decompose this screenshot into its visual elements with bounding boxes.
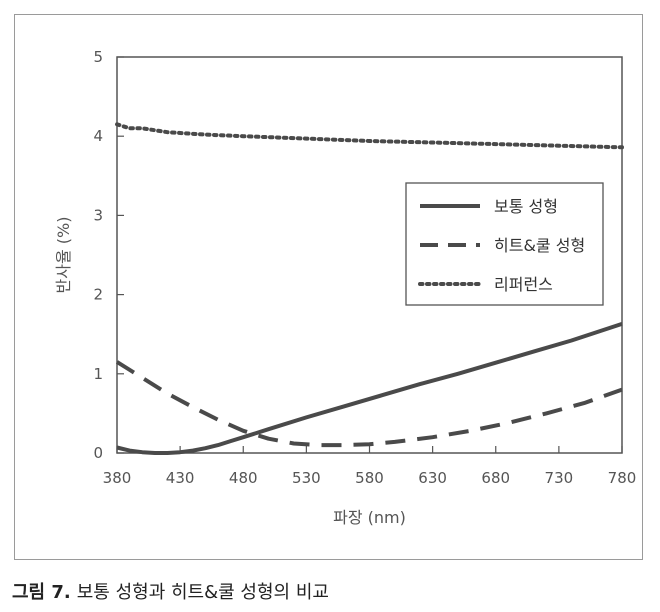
x-tick-label: 530 xyxy=(292,469,321,487)
x-tick-label: 580 xyxy=(355,469,384,487)
y-tick-label: 3 xyxy=(93,206,103,224)
x-tick-label: 630 xyxy=(418,469,447,487)
x-tick-label: 780 xyxy=(608,469,637,487)
y-tick-label: 2 xyxy=(93,286,103,304)
x-tick-label: 430 xyxy=(166,469,195,487)
series-line-dotted xyxy=(115,122,624,150)
figure-caption: 그림 7. 보통 성형과 히트&쿨 성형의 비교 xyxy=(12,578,329,604)
x-tick-label: 380 xyxy=(103,469,132,487)
figure-caption-text: 보통 성형과 히트&쿨 성형의 비교 xyxy=(76,582,329,603)
x-axis-label: 파장 (nm) xyxy=(333,508,406,527)
y-tick-label: 0 xyxy=(93,444,103,462)
legend-label: 보통 성형 xyxy=(494,197,558,216)
x-tick-label: 680 xyxy=(481,469,510,487)
legend-label: 리퍼런스 xyxy=(494,275,553,294)
figure-number: 그림 7. xyxy=(12,582,71,603)
y-tick-label: 1 xyxy=(93,365,103,383)
legend-box xyxy=(405,182,604,306)
y-tick-label: 4 xyxy=(93,127,103,145)
reflectance-chart: 0 1 2 3 4 5 380 430 480 530 580 630 680 730 780 파장 (nm)… xyxy=(54,48,637,527)
series-line-solid xyxy=(116,322,623,455)
chart-frame: 0 1 2 3 4 5 380 430 480 530 580 630 680 730 780 파장 (nm)… xyxy=(14,14,643,560)
x-tick-label: 480 xyxy=(229,469,258,487)
legend-label: 히트&쿨 성형 xyxy=(494,236,585,255)
y-axis-label: 반사율 (%) xyxy=(54,217,73,294)
x-tick-label: 730 xyxy=(545,469,574,487)
series-line-dashed xyxy=(115,360,623,448)
y-tick-label: 5 xyxy=(93,48,103,66)
